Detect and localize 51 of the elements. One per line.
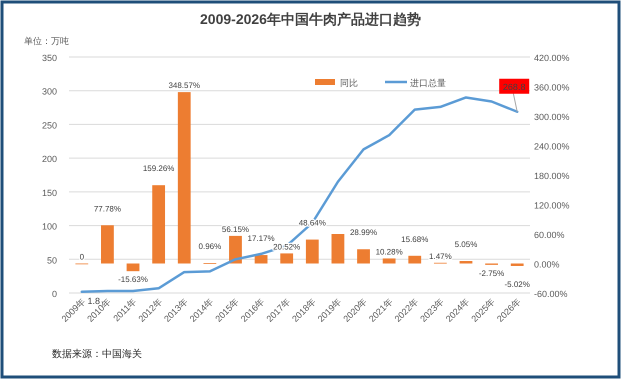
data-label: 1.47% (429, 252, 452, 261)
y-tick-label: 100 (42, 222, 57, 232)
data-label: -5.02% (504, 280, 530, 289)
y-axis-title: 单位：万吨 (24, 36, 69, 46)
bar (382, 258, 396, 264)
bar (280, 253, 294, 264)
legend-label: 同比 (340, 78, 358, 88)
data-label: 159.26% (142, 164, 174, 174)
data-label: 268.8 (502, 82, 526, 92)
y-tick-label: 0 (52, 289, 57, 299)
bar (306, 240, 319, 264)
y-tick-label: 200 (42, 154, 57, 164)
data-label: 56.15% (222, 224, 250, 234)
data-label: 15.68% (401, 234, 428, 244)
y2-tick-label: 120.00% (534, 200, 570, 210)
data-label: 0 (80, 252, 85, 262)
data-label: 10.28% (376, 247, 403, 256)
y2-tick-label: 180.00% (534, 171, 570, 181)
bar (178, 92, 191, 264)
y-tick-label: 300 (42, 86, 57, 97)
source-note: 数据来源：中国海关 (52, 348, 142, 360)
y-tick-label: 350 (42, 53, 57, 63)
y2-tick-label: 420.00% (534, 53, 570, 63)
y2-tick-label: 0.00% (534, 260, 560, 270)
bar (229, 236, 242, 264)
legend-label: 进口总量 (410, 78, 446, 88)
bar (152, 185, 166, 264)
data-label: 77.78% (94, 204, 121, 214)
data-label: 348.57% (168, 81, 200, 90)
y2-tick-label: 300.00% (534, 112, 570, 122)
y-tick-label: 250 (42, 120, 57, 130)
y-tick-label: 150 (42, 188, 57, 198)
data-label: 17.17% (248, 234, 275, 244)
data-label: 0.96% (198, 242, 222, 252)
y2-tick-label: 60.00% (534, 230, 565, 240)
y2-tick-label: 240.00% (534, 142, 570, 152)
bar (126, 264, 140, 272)
chart-title: 2009-2026年中国牛肉产品进口趋势 (200, 11, 421, 27)
bar (101, 225, 114, 264)
data-label: 28.99% (350, 228, 378, 238)
bar (254, 255, 268, 264)
bar (332, 234, 344, 264)
data-label: 5.05% (454, 240, 478, 250)
y2-tick-label: 360.00% (534, 82, 570, 92)
y-tick-label: 50 (46, 255, 57, 266)
bar (408, 256, 422, 264)
data-label: -15.63% (118, 275, 148, 284)
data-label: -2.75% (478, 268, 504, 278)
data-label: 1.8 (88, 296, 100, 306)
y2-tick-label: -60.00% (534, 289, 568, 299)
bar (357, 249, 370, 264)
